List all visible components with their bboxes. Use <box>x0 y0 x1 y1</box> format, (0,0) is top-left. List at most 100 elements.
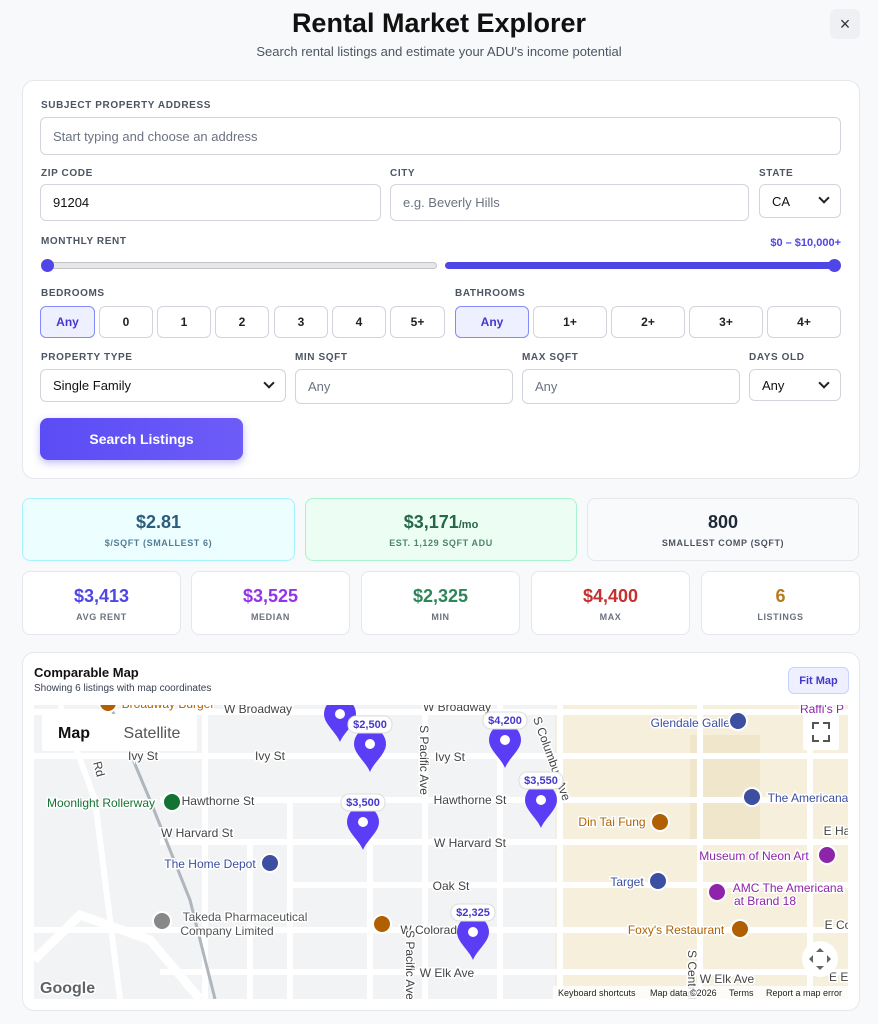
map-label: The Americana <box>768 791 848 805</box>
pin-label: $2,325 <box>456 907 490 919</box>
google-logo: Google <box>40 980 95 997</box>
label: BEDROOMS <box>41 288 105 299</box>
map-footer-link[interactable]: Terms <box>729 988 754 998</box>
map-label: Rd <box>90 760 107 778</box>
map-pin[interactable] <box>354 728 386 772</box>
property-type-select[interactable]: Single Family <box>40 369 286 402</box>
pin-label: $2,500 <box>353 719 387 731</box>
days-old-select[interactable]: Any <box>749 369 841 401</box>
stat-label: SMALLEST COMP (SQFT) <box>661 538 785 548</box>
bathroom-option[interactable]: 3+ <box>689 306 763 338</box>
stat-card: $4,400 MAX <box>531 571 690 635</box>
stat-card: $2.81 $/SQFT (SMALLEST 6) <box>22 498 295 561</box>
slider-thumb[interactable] <box>828 259 841 272</box>
map-pin[interactable] <box>324 705 356 742</box>
map-label: Ivy St <box>435 750 466 764</box>
subtitle: Search rental listings and estimate your… <box>256 44 622 59</box>
map-label: E Ha <box>824 824 848 838</box>
camera-control[interactable] <box>802 941 838 977</box>
map-label: W Harvard St <box>434 836 507 850</box>
map-footer-link[interactable]: Keyboard shortcuts <box>558 988 636 998</box>
pin-label-bg <box>518 771 564 790</box>
map-label: Glendale Galleria <box>651 716 744 730</box>
pin-dot <box>500 735 510 745</box>
poi-icon <box>742 787 762 807</box>
map-label: Takeda Pharmaceutical <box>183 910 308 924</box>
map-pin[interactable] <box>489 724 521 768</box>
map-label: W Harvard St <box>161 826 234 840</box>
pin-label-bg <box>347 715 393 734</box>
map-footer-link[interactable]: Report a map error <box>766 988 842 998</box>
stat-card: $3,413 AVG RENT <box>22 571 181 635</box>
max-sqft-input[interactable]: Any <box>522 369 740 404</box>
poi-icon <box>98 705 118 713</box>
slider-thumb[interactable] <box>41 259 54 272</box>
map-label: E Co <box>825 918 848 932</box>
poi-icon <box>730 919 750 939</box>
stat-card: $3,525 MEDIAN <box>191 571 350 635</box>
map-label: The Home Depot <box>164 857 256 871</box>
map-label: Ivy St <box>255 749 286 763</box>
city-input[interactable]: e.g. Beverly Hills <box>390 184 749 221</box>
poi-icon <box>817 845 837 865</box>
stat-card: 800 SMALLEST COMP (SQFT) <box>587 498 859 561</box>
stat-label: EST. 1,129 SQFT ADU <box>389 538 493 548</box>
stat-value: 800 <box>707 512 739 532</box>
state-select[interactable]: CA <box>759 184 841 218</box>
stat-value: $3,413 <box>73 586 130 606</box>
map-label: S Pacific Ave <box>417 725 431 795</box>
label: MAX SQFT <box>522 352 579 363</box>
pin-dot <box>365 739 375 749</box>
map-type[interactable]: Map <box>58 725 90 742</box>
fullscreen-button[interactable] <box>803 714 839 750</box>
poi-icon <box>152 911 172 931</box>
map-type[interactable]: Satellite <box>124 725 181 742</box>
map-footer-link[interactable]: Map data ©2026 <box>650 988 717 998</box>
map-label: W Colorado <box>400 923 464 937</box>
search-button[interactable]: Search Listings <box>40 418 243 460</box>
bathroom-option[interactable]: 2+ <box>611 306 685 338</box>
close-button[interactable]: × <box>830 9 860 39</box>
min-sqft-input[interactable]: Any <box>295 369 513 404</box>
label: BATHROOMS <box>455 288 526 299</box>
bedroom-option[interactable]: 0 <box>99 306 153 338</box>
label: STATE <box>759 168 794 179</box>
bedroom-option[interactable]: Any <box>40 306 95 338</box>
stat-label: MIN <box>431 612 450 622</box>
map-label: at Brand 18 <box>734 894 796 908</box>
label: SUBJECT PROPERTY ADDRESS <box>41 100 211 111</box>
map-pin[interactable] <box>525 784 557 828</box>
label: MIN SQFT <box>295 352 348 363</box>
map-pin[interactable] <box>457 916 489 960</box>
bedroom-option[interactable]: 2 <box>215 306 269 338</box>
fit-map-button[interactable]: Fit Map <box>788 667 849 694</box>
map-label: W Elk Ave <box>700 972 755 986</box>
map-pin[interactable] <box>347 806 379 850</box>
map-label: Hawthorne St <box>182 794 255 808</box>
bedroom-option[interactable]: 1 <box>157 306 211 338</box>
bedroom-option[interactable]: 4 <box>332 306 386 338</box>
pin-label-bg <box>482 711 528 730</box>
zip-input[interactable]: 91204 <box>40 184 381 221</box>
poi-icon <box>650 812 670 832</box>
stat-card: 6 LISTINGS <box>701 571 860 635</box>
map-label: Target <box>610 875 644 889</box>
stat-value: $3,171 <box>403 512 459 532</box>
stat-label: LISTINGS <box>757 612 804 622</box>
stat-card: $2,325 MIN <box>361 571 520 635</box>
map-label: E El <box>829 970 848 984</box>
pin-dot <box>358 817 368 827</box>
bathroom-option[interactable]: Any <box>455 306 529 338</box>
map-subtitle: Showing 6 listings with map coordinates <box>34 683 212 694</box>
bathroom-option[interactable]: 1+ <box>533 306 607 338</box>
bedroom-option[interactable]: 3 <box>274 306 328 338</box>
stat-label: AVG RENT <box>76 612 127 622</box>
poi-icon <box>728 711 748 731</box>
bathroom-option[interactable]: 4+ <box>767 306 841 338</box>
map-label: AMC The Americana <box>733 881 844 895</box>
label: MONTHLY RENT <box>41 236 127 247</box>
map: W Broadway W Broadway Ivy St Ivy St Hawthorn… <box>34 705 848 999</box>
address-input[interactable]: Start typing and choose an address <box>40 117 841 155</box>
bedroom-option[interactable]: 5+ <box>390 306 445 338</box>
rent-range: $0 – $10,000+ <box>770 237 841 249</box>
